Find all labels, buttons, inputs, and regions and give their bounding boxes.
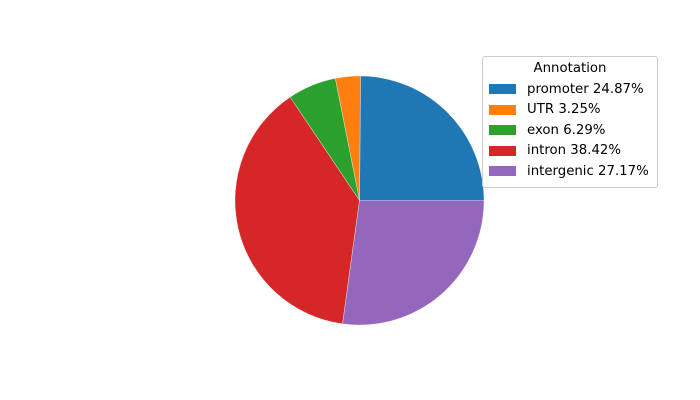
legend-entry-intron: intron 38.42%: [489, 141, 651, 162]
legend-label: intron 38.42%: [527, 143, 622, 159]
legend-swatch-icon: [489, 104, 516, 115]
legend-label: intergenic 27.17%: [527, 163, 649, 179]
legend-entry-exon: exon 6.29%: [489, 120, 651, 141]
legend-entry-UTR: UTR 3.25%: [489, 100, 651, 121]
legend: Annotation promoter 24.87% UTR 3.25% exon …: [482, 56, 658, 188]
legend-swatch-icon: [489, 145, 516, 156]
legend-swatch-icon: [489, 166, 516, 177]
legend-label: promoter 24.87%: [527, 81, 644, 97]
pie-slice-intergenic: [342, 200, 485, 326]
legend-label: exon 6.29%: [527, 122, 606, 138]
pie-slice-intron: [234, 96, 360, 325]
legend-entry-intergenic: intergenic 27.17%: [489, 161, 651, 182]
legend-label: UTR 3.25%: [527, 102, 601, 118]
pie-slice-promoter: [359, 75, 485, 201]
legend-entry-promoter: promoter 24.87%: [489, 79, 651, 100]
legend-title: Annotation: [533, 61, 607, 76]
legend-entries: promoter 24.87% UTR 3.25% exon 6.29% intron…: [489, 79, 651, 182]
legend-swatch-icon: [489, 125, 516, 136]
legend-swatch-icon: [489, 84, 516, 95]
